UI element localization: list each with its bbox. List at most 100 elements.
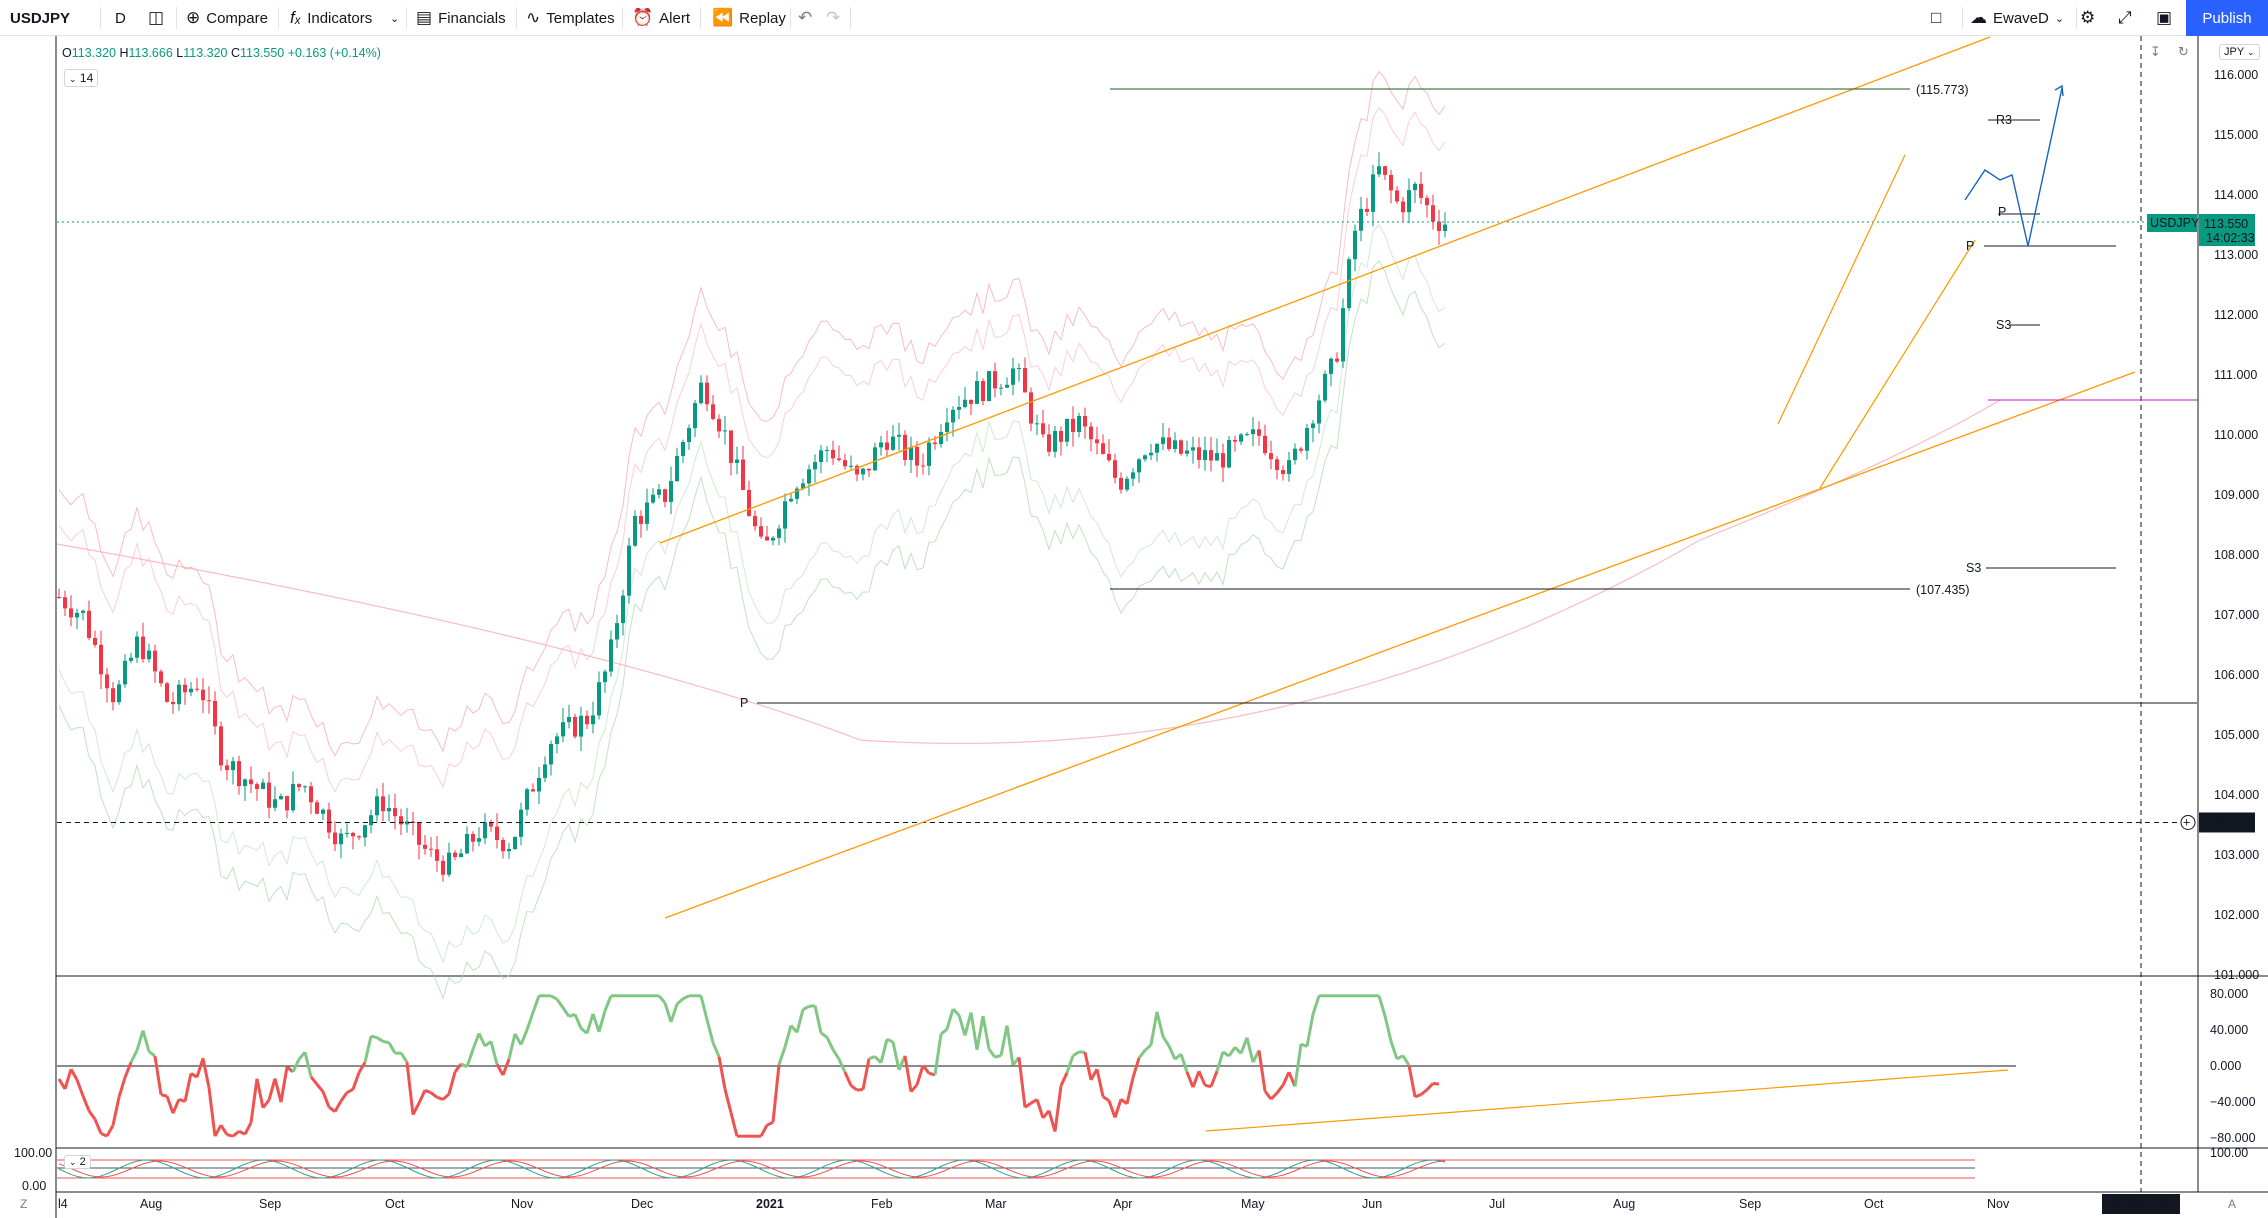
crosshair-date-bg (2102, 1194, 2180, 1214)
stoch-tick-label: 100.00 (14, 1146, 52, 1160)
compare-button[interactable]: ⊕ Compare (186, 0, 268, 36)
high-label: H (119, 46, 129, 60)
chart-canvas[interactable]: (115.773) (107.435) P R3 P P S3 S3 116.000 115.0… (0, 36, 2268, 1218)
osc-segment (279, 1066, 289, 1103)
candle-body (1011, 368, 1015, 385)
indicators-button[interactable]: fₓ Indicators (290, 0, 372, 36)
chart-type-button[interactable]: ◫ (148, 0, 164, 36)
candle-body (1167, 437, 1171, 449)
osc-segment (1389, 1040, 1399, 1060)
indicator-legend-toggle[interactable]: ⌄ 14 (64, 69, 99, 87)
osc-segment (207, 1087, 217, 1137)
candle-body (543, 764, 547, 778)
candle-body (639, 516, 643, 524)
osc-segment (105, 1124, 115, 1137)
osc-segment (825, 1036, 835, 1051)
currency-selector[interactable]: JPY ⌄ (2219, 44, 2260, 60)
osc-segment (940, 1028, 948, 1036)
undo-button[interactable]: ↶ (798, 0, 812, 36)
osc-segment (519, 1029, 529, 1046)
camera-icon: ▣ (2156, 8, 2173, 27)
zoom-toggle-button[interactable]: Z (20, 1197, 27, 1211)
candles-icon: ◫ (148, 8, 165, 27)
candle-body (771, 537, 775, 541)
auto-label: A (2228, 1197, 2237, 1211)
price-tick-label: 112.000 (2214, 308, 2258, 322)
candle-body (387, 808, 391, 812)
fullscreen-button[interactable]: ⤢ (2118, 0, 2132, 36)
channel-lower-line (664, 371, 2136, 919)
candle-body (1095, 439, 1099, 444)
settings-button[interactable]: ⚙ (2080, 0, 2095, 36)
scroll-to-latest-icon[interactable]: ↧ (2150, 44, 2161, 59)
osc-segment (1227, 1046, 1237, 1057)
osc-segment (886, 1037, 894, 1044)
indicators-dropdown[interactable]: ⌄ (390, 0, 399, 36)
time-tick-label: Nov (1987, 1197, 2010, 1211)
snapshot-button[interactable]: ▣ (2156, 0, 2172, 36)
candle-body (777, 528, 781, 538)
redo-button[interactable]: ↷ (826, 0, 840, 36)
layout-menu-button[interactable]: ☁ EwaveD ⌄ (1970, 0, 2064, 36)
candle-body (951, 409, 955, 423)
stochastic-pane (57, 1159, 1975, 1179)
osc-segment (1191, 1070, 1201, 1088)
candle-body (1137, 459, 1141, 473)
candle-body (1311, 423, 1315, 429)
publish-button[interactable]: Publish (2186, 0, 2268, 36)
candle-body (453, 852, 457, 858)
fx-icon: fₓ (290, 8, 302, 27)
candle-body (339, 833, 343, 845)
candle-body (1209, 450, 1213, 461)
symbol-search[interactable]: USDJPY (10, 0, 70, 36)
candle-body (213, 700, 217, 727)
crosshair-plus-glyph: + (2183, 815, 2190, 829)
osc-segment (682, 994, 690, 1001)
auto-scale-button[interactable]: A (2228, 1197, 2236, 1211)
osc-segment (226, 1133, 234, 1138)
osc-segment (1161, 1035, 1171, 1047)
divider (700, 7, 701, 29)
candle-body (783, 501, 787, 529)
crosshair-plus-icon (2180, 814, 2196, 830)
replay-button[interactable]: ⏪ Replay (712, 0, 786, 36)
osc-segment (160, 1093, 168, 1098)
templates-button[interactable]: ∿ Templates (526, 0, 615, 36)
osc-segment (591, 1013, 601, 1033)
fullscreen-layout-button[interactable]: □ (1931, 0, 1941, 36)
drawing-tools-layer: (115.773) (107.435) P R3 P P S3 S3 (57, 36, 2198, 1192)
candle-body (285, 796, 289, 811)
candle-body (1317, 400, 1321, 424)
candle-body (699, 382, 703, 404)
osc-segment (303, 1051, 313, 1078)
candle-body (471, 834, 475, 842)
reset-chart-icon[interactable]: ↻ (2178, 44, 2189, 59)
candle-body (363, 825, 367, 838)
osc-segment (1239, 1037, 1249, 1055)
candle-body (987, 371, 991, 402)
stoch-legend-toggle[interactable]: ⌄ 2 (64, 1155, 91, 1169)
candle-body (279, 796, 283, 800)
time-tick-label: Sep (1739, 1197, 1761, 1211)
osc-segment (597, 1010, 607, 1033)
alert-button[interactable]: ⏰ Alert (632, 0, 690, 36)
financials-button[interactable]: ▤ Financials (416, 0, 506, 36)
osc-segment (856, 1087, 864, 1092)
low-range-label: (107.435) (1916, 583, 1970, 597)
osc-segment (729, 1112, 739, 1137)
interval-button[interactable]: D (115, 0, 126, 36)
osc-segment (1311, 995, 1321, 1015)
candlestick-series (57, 152, 1447, 882)
countdown-text: 14:02:33 (2206, 231, 2255, 245)
time-tick-label: 2021 (756, 1197, 784, 1211)
plus-circle-icon: ⊕ (186, 8, 201, 27)
candle-body (1335, 358, 1339, 362)
candle-body (1005, 384, 1009, 388)
candle-body (645, 502, 649, 524)
stoch-legend-value: 2 (79, 1156, 86, 1168)
candle-body (1293, 448, 1297, 461)
candle-body (513, 836, 517, 849)
candle-body (231, 761, 235, 771)
candle-body (915, 446, 919, 466)
osc-segment (1059, 1072, 1069, 1087)
